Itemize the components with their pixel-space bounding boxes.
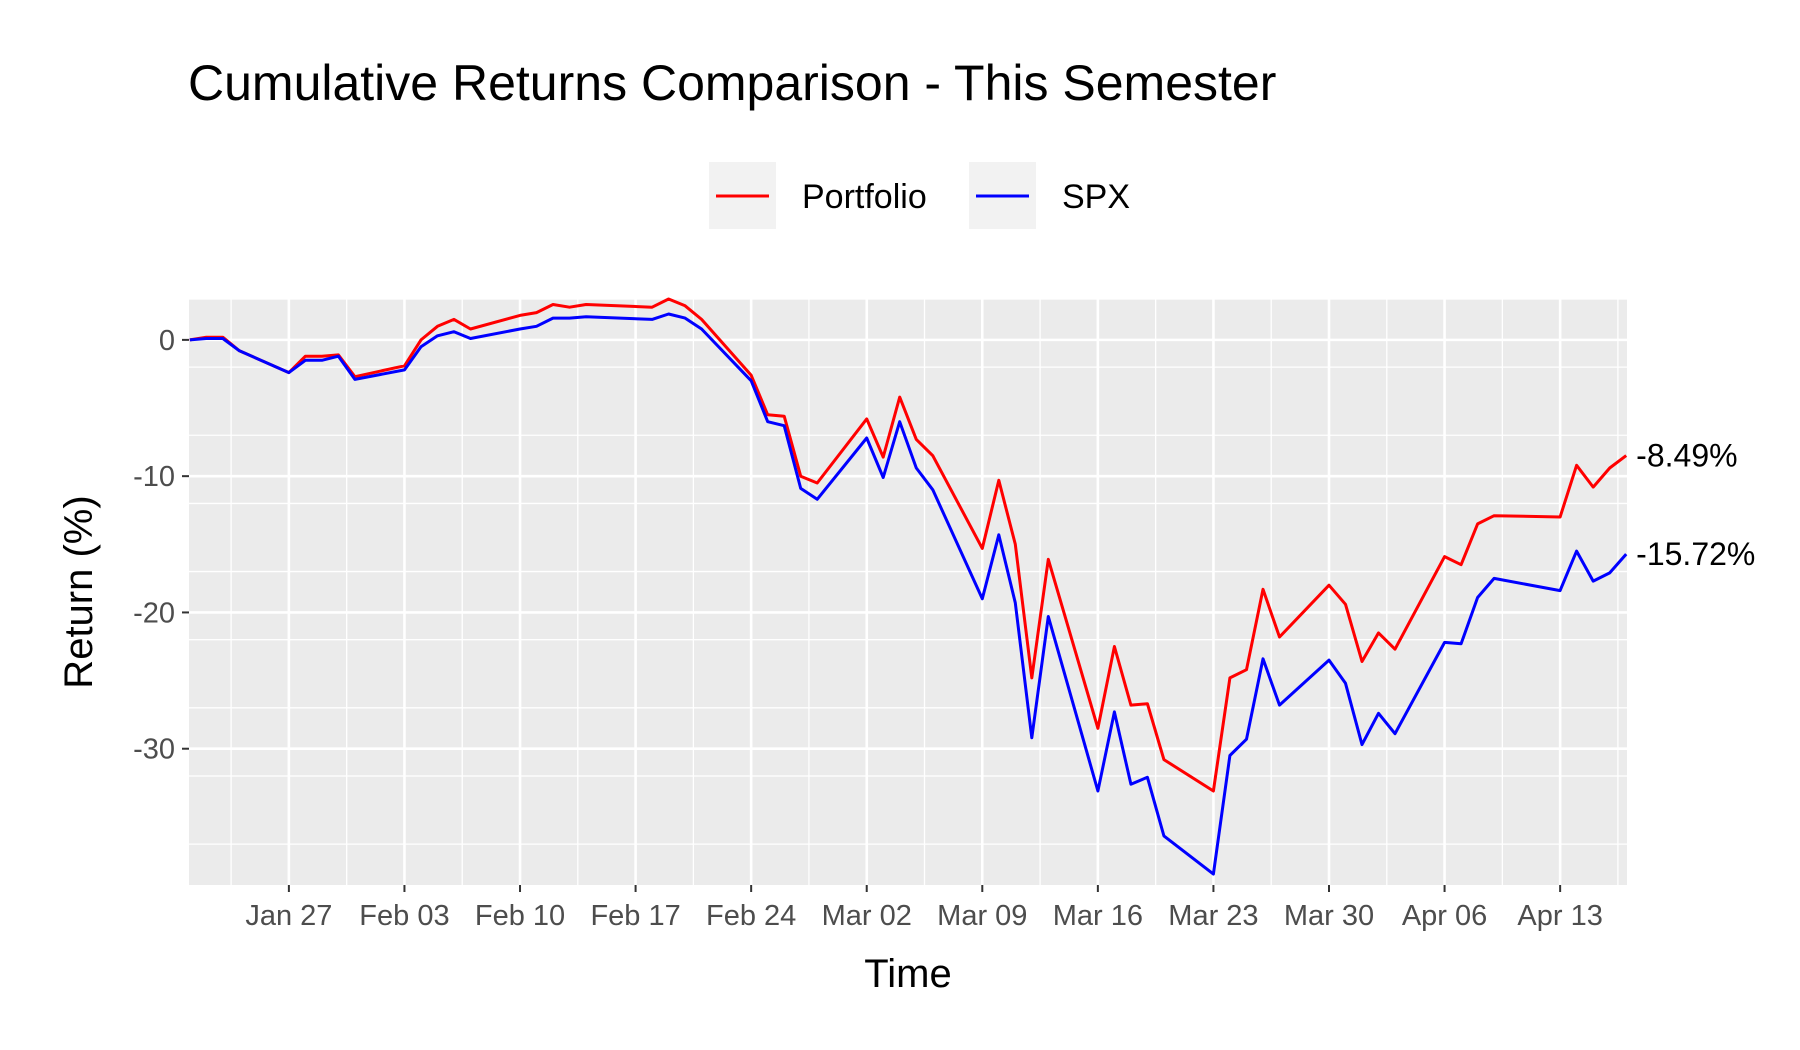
x-tick-label: Jan 27 [245, 900, 332, 932]
y-tick-label: -20 [133, 597, 175, 629]
chart-title: Cumulative Returns Comparison - This Sem… [188, 55, 1276, 111]
series-lines [189, 297, 1628, 876]
x-tick-label: Feb 17 [590, 900, 680, 932]
y-tick-label: -10 [133, 461, 175, 493]
x-tick-label: Apr 06 [1402, 900, 1487, 932]
y-axis-title: Return (%) [57, 495, 101, 688]
x-tick-label: Feb 03 [359, 900, 449, 932]
x-tick-label: Feb 10 [475, 900, 565, 932]
x-tick-label: Mar 09 [937, 900, 1027, 932]
x-tick-label: Feb 24 [706, 900, 796, 932]
gridlines [189, 298, 1627, 885]
legend-item-spx: SPX [969, 162, 1130, 229]
x-axis-title: Time [864, 952, 951, 996]
end-label-portfolio: -8.49% [1636, 438, 1737, 474]
x-tick-label: Mar 30 [1284, 900, 1374, 932]
y-axis-ticks: 0 -10 -20 -30 [133, 325, 189, 766]
legend-item-portfolio: Portfolio [709, 162, 927, 229]
x-tick-label: Mar 16 [1053, 900, 1143, 932]
series-line-portfolio [189, 297, 1628, 793]
y-tick-label: -30 [133, 734, 175, 766]
legend-label: Portfolio [802, 178, 927, 216]
end-labels: -8.49% -15.72% [1636, 438, 1755, 573]
x-axis-ticks: Jan 27 Feb 03 Feb 10 Feb 17 Feb 24 Mar 02 Mar … [245, 885, 1603, 932]
legend: Portfolio SPX [709, 162, 1130, 229]
y-tick-label: 0 [159, 325, 175, 357]
legend-label: SPX [1062, 178, 1130, 216]
x-tick-label: Apr 13 [1517, 900, 1602, 932]
series-line-spx [189, 312, 1628, 876]
x-tick-label: Mar 23 [1168, 900, 1258, 932]
end-label-spx: -15.72% [1636, 536, 1755, 572]
x-tick-label: Mar 02 [822, 900, 912, 932]
